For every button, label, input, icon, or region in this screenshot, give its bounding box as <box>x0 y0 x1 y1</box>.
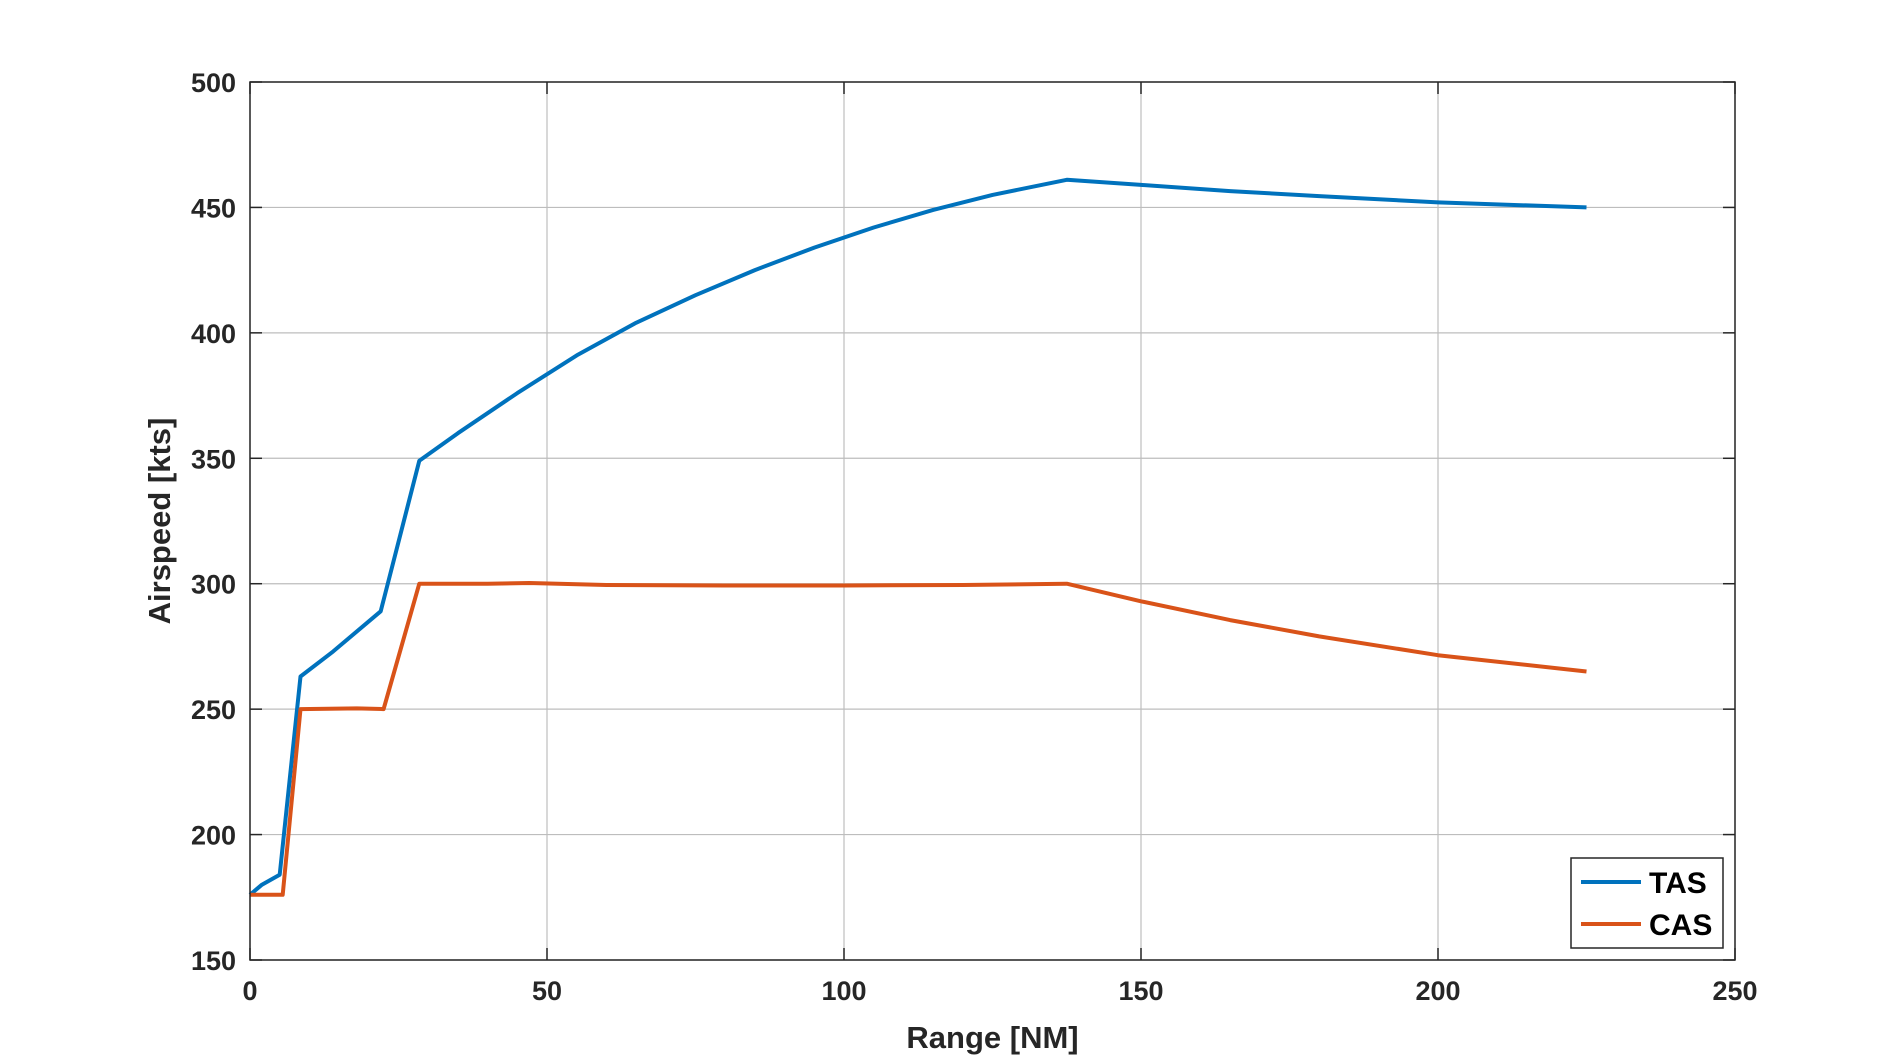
legend-label-cas: CAS <box>1649 909 1712 942</box>
grid-lines <box>249 81 1736 961</box>
y-tick-label: 300 <box>191 570 236 600</box>
y-tick-label: 250 <box>191 695 236 725</box>
y-tick-label: 400 <box>191 319 236 349</box>
x-axis-label: Range [NM] <box>906 1020 1078 1055</box>
axis-ticks: 0 50 100 150 200 250 150 200 250 300 350 400 450 500 <box>191 68 1758 1006</box>
x-tick-label: 100 <box>821 976 866 1006</box>
x-tick-label: 200 <box>1415 976 1460 1006</box>
y-tick-label: 200 <box>191 821 236 851</box>
y-tick-label: 150 <box>191 946 236 976</box>
y-tick-label: 350 <box>191 444 236 474</box>
y-tick-label: 500 <box>191 68 236 98</box>
y-axis-label: Airspeed [kts] <box>142 418 177 625</box>
legend-box <box>1570 857 1724 949</box>
x-tick-label: 150 <box>1118 976 1163 1006</box>
series-lines <box>248 177 1587 897</box>
x-tick-label: 0 <box>242 976 257 1006</box>
x-tick-label: 250 <box>1712 976 1757 1006</box>
plot-frame <box>249 81 1736 961</box>
legend: TAS CAS <box>1570 857 1724 949</box>
x-tick-label: 50 <box>532 976 562 1006</box>
legend-label-tas: TAS <box>1649 867 1707 900</box>
series-line-cas <box>250 581 1587 897</box>
series-line-tas <box>248 177 1587 897</box>
y-tick-label: 450 <box>191 193 236 223</box>
